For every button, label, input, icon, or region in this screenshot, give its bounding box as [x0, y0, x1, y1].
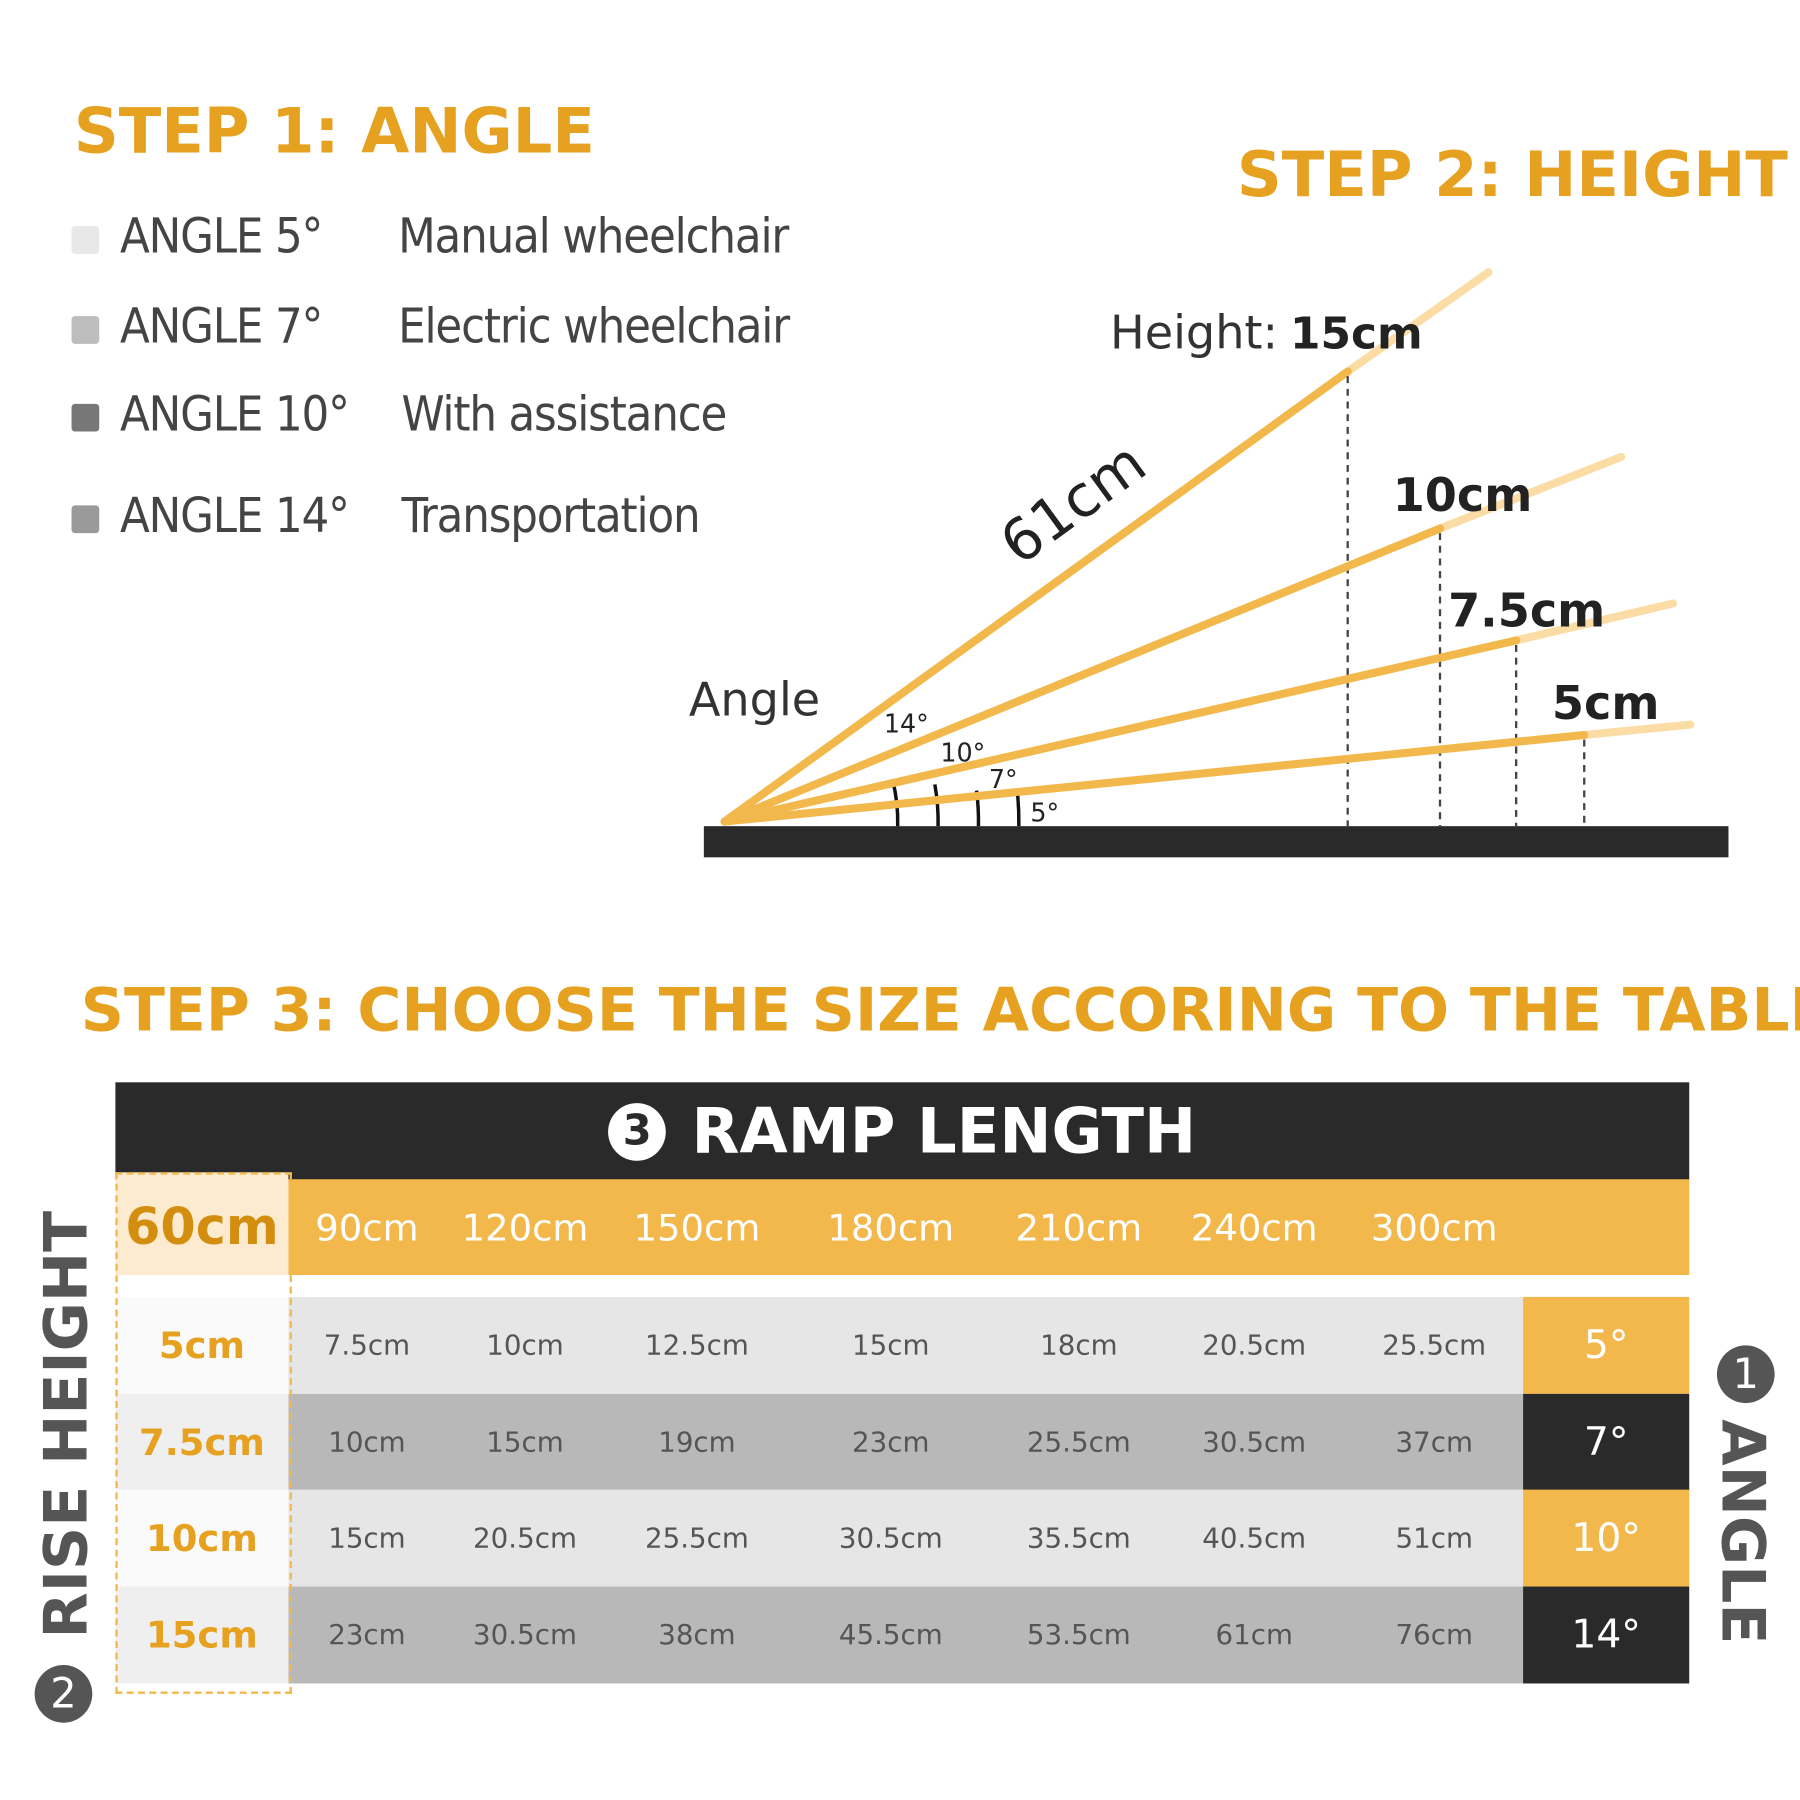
angle-arc [933, 784, 940, 827]
height-label: Height: [1110, 305, 1278, 359]
length-60-cell [115, 1172, 289, 1276]
legend-angle: ANGLE 7° [120, 297, 323, 355]
height-10-label: 10cm [1393, 468, 1533, 522]
table-cell: 76cm [1395, 1618, 1473, 1651]
legend-use: Electric wheelchair [398, 297, 790, 355]
table-cell: 12.5cm [644, 1329, 749, 1362]
ramp-extension [1343, 268, 1493, 376]
length-header-cell: 60cm [125, 1197, 279, 1257]
angle-arc [1016, 795, 1021, 827]
rise-height-cell: 10cm [115, 1489, 289, 1587]
legend-angle: ANGLE 5° [120, 207, 323, 265]
ramp-extension [1580, 720, 1695, 740]
table-cell: 61cm [1215, 1618, 1293, 1651]
table-cell: 15cm [486, 1425, 564, 1458]
legend-swatch [71, 403, 100, 432]
table-cell: 30.5cm [473, 1618, 577, 1651]
ramp-extension [1435, 452, 1626, 533]
legend-use: Manual wheelchair [398, 207, 789, 265]
ramp-line [720, 367, 1352, 826]
step2-title: STEP 2: HEIGHT [1236, 138, 1788, 212]
angle-arc [974, 790, 981, 827]
step-3-badge: 3 [608, 1102, 667, 1161]
angle-axis-title: ANGLE [1707, 1419, 1777, 1645]
table-cell: 20.5cm [473, 1521, 577, 1555]
table-cell: 53.5cm [1026, 1618, 1131, 1651]
table-cell: 51cm [1395, 1521, 1473, 1555]
table-cell: 25.5cm [644, 1521, 749, 1555]
table-cell: 37cm [1395, 1425, 1473, 1458]
table-cell: 30.5cm [1202, 1425, 1307, 1458]
table-cell: 19cm [658, 1425, 736, 1458]
height-15-label: 15cm [1290, 308, 1423, 359]
table-cell: 10cm [486, 1329, 564, 1362]
table-row [288, 1489, 1524, 1587]
highlight-column [115, 1172, 292, 1694]
ramp-length-header: 3 RAMP LENGTH [115, 1082, 1690, 1181]
table-cell: 7.5cm [323, 1329, 411, 1362]
legend-swatch [71, 316, 100, 344]
table-cell: 23cm [328, 1618, 406, 1651]
length-header-cell: 150cm [633, 1205, 761, 1250]
table-cell: 20.5cm [1202, 1329, 1307, 1362]
table-row [288, 1393, 1524, 1491]
angle-7-label: 7° [989, 764, 1018, 794]
angle-cell: 7° [1523, 1393, 1690, 1491]
table-cell: 25.5cm [1026, 1425, 1131, 1458]
table-cell: 38cm [658, 1618, 736, 1651]
ramp-line [720, 730, 1589, 826]
table-cell: 45.5cm [838, 1618, 943, 1651]
angle-cell: 14° [1523, 1585, 1690, 1683]
length-header-cell: 90cm [315, 1205, 419, 1250]
legend-use: With assistance [401, 385, 728, 442]
ramp-extension [1512, 599, 1678, 645]
table-cell: 15cm [852, 1329, 930, 1362]
ground-bar [703, 826, 1729, 858]
length-header-cell: 300cm [1370, 1205, 1498, 1250]
angle-label: Angle [689, 672, 820, 726]
rise-height-cell: 5cm [115, 1296, 289, 1394]
step-1-badge: 1 [1716, 1345, 1775, 1404]
length-row [288, 1179, 1690, 1276]
step3-title: STEP 3: CHOOSE THE SIZE ACCORING TO THE … [80, 976, 1800, 1046]
length-header-cell: 120cm [461, 1205, 589, 1250]
legend-angle: ANGLE 10° [120, 385, 350, 442]
length-header-cell: 240cm [1190, 1205, 1318, 1250]
ramp-angle-diagram: Angle 61cm Height: 15cm 10cm 7.5cm 5cm 1… [689, 268, 1729, 858]
table-cell: 35.5cm [1026, 1521, 1131, 1555]
table-row [288, 1296, 1524, 1394]
rise-height-title: RISE HEIGHT [32, 1210, 102, 1639]
step1-title: STEP 1: ANGLE [73, 94, 595, 168]
legend-swatch [71, 226, 100, 254]
ramp-line [720, 524, 1445, 826]
table-cell: 25.5cm [1382, 1329, 1487, 1362]
ramp-length-label: 61cm [988, 428, 1158, 578]
length-header-cell: 180cm [827, 1205, 955, 1250]
ramp-length-title: RAMP LENGTH [691, 1095, 1197, 1168]
table-cell: 30.5cm [838, 1521, 943, 1555]
angle-5-label: 5° [1030, 798, 1059, 828]
legend-angle: ANGLE 14° [120, 486, 350, 544]
legend-use: Transportation [401, 486, 701, 544]
height-7-5-label: 7.5cm [1448, 584, 1605, 638]
table-cell: 15cm [328, 1521, 406, 1555]
legend-swatch [71, 505, 100, 534]
table-row [288, 1585, 1524, 1683]
length-header-cell: 210cm [1015, 1205, 1143, 1250]
angle-14-label: 14° [884, 709, 929, 739]
angle-cell: 10° [1523, 1489, 1690, 1587]
table-cell: 18cm [1040, 1329, 1118, 1362]
ramp-line [720, 636, 1521, 826]
angle-cell: 5° [1523, 1296, 1690, 1394]
rise-height-cell: 7.5cm [115, 1393, 289, 1491]
table-cell: 40.5cm [1202, 1521, 1307, 1555]
rise-height-cell: 15cm [115, 1585, 289, 1683]
table-cell: 23cm [852, 1425, 930, 1458]
table-cell: 10cm [328, 1425, 406, 1458]
height-5-label: 5cm [1552, 676, 1660, 730]
angle-10-label: 10° [940, 738, 985, 768]
step-2-badge: 2 [34, 1665, 93, 1723]
